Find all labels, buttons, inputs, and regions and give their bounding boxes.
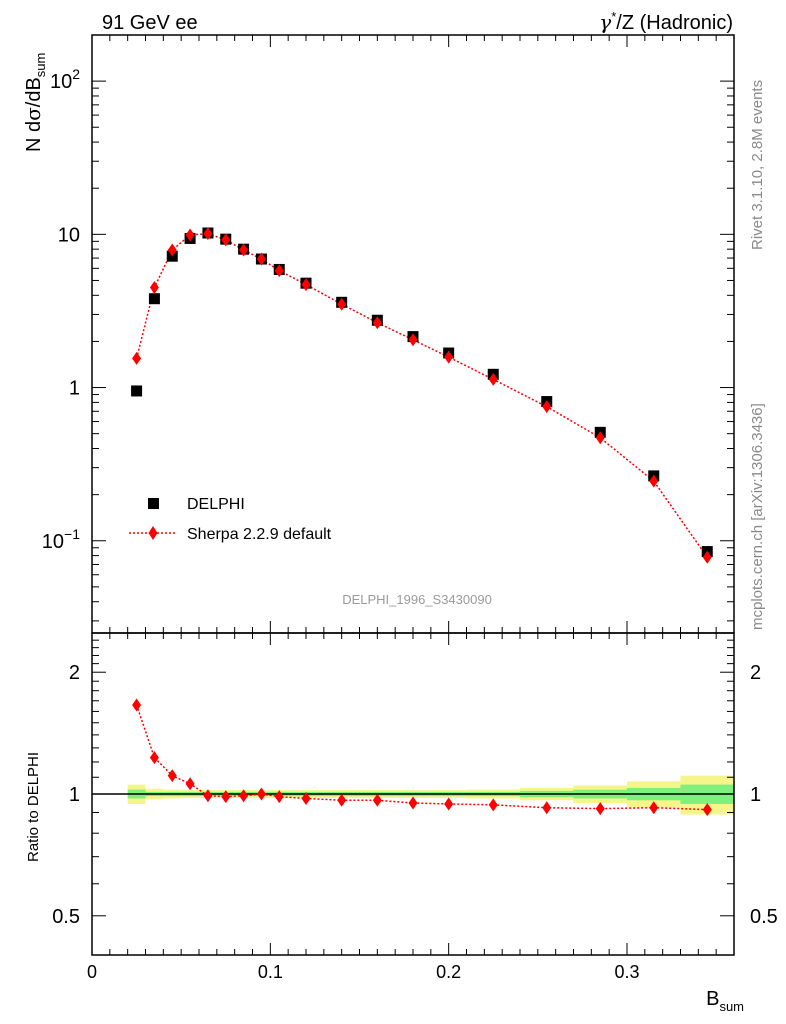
- mc-point: [167, 243, 177, 257]
- ratio-y-tick-label-right: 2: [750, 662, 761, 684]
- ratio-point: [256, 787, 266, 801]
- main-y-tick-label: 102: [50, 66, 80, 93]
- mc-point: [256, 252, 266, 266]
- data-point: [148, 293, 160, 305]
- mc-point: [149, 280, 159, 294]
- mc-point: [488, 372, 498, 386]
- mc-point: [595, 431, 605, 445]
- ratio-point: [274, 790, 284, 804]
- ratio-y-axis-label: Ratio to DELPHI: [25, 752, 42, 862]
- mc-point: [702, 550, 712, 564]
- mc-point: [408, 333, 418, 347]
- legend-mc-marker: [148, 526, 158, 540]
- ratio-y-tick-label: 1: [69, 784, 80, 806]
- legend-data-label: DELPHI: [187, 496, 245, 513]
- analysis-watermark: DELPHI_1996_S3430090: [342, 592, 492, 607]
- main-y-axis-label: N dσ/dBsum: [21, 53, 48, 152]
- mc-point: [221, 233, 231, 247]
- mc-point: [132, 351, 142, 365]
- ratio-y-tick-label-right: 0.5: [750, 906, 778, 928]
- mc-point: [337, 297, 347, 311]
- header-left: 91 GeV ee: [102, 12, 198, 34]
- ratio-point: [408, 796, 418, 810]
- ratio-point: [132, 698, 142, 712]
- ratio-point: [221, 790, 231, 804]
- x-tick-label: 0.2: [436, 962, 461, 982]
- mc-point: [239, 243, 249, 257]
- ratio-y-tick-label: 2: [69, 662, 80, 684]
- ratio-point: [239, 789, 249, 803]
- ratio-point: [444, 797, 454, 811]
- ratio-y-tick-label: 0.5: [52, 906, 80, 928]
- data-point: [131, 385, 143, 397]
- axes-layer: 0 0.1 0.2 0.3 10−1 1 10 102 0.5 0.5 1 1 2 2: [42, 34, 778, 982]
- x-tick-label: 0.1: [258, 962, 283, 982]
- ratio-point: [542, 801, 552, 815]
- mc-point: [301, 278, 311, 292]
- main-y-tick-label: 1: [69, 378, 80, 400]
- ratio-point: [488, 798, 498, 812]
- main-y-tick-label: 10: [58, 224, 80, 246]
- ratio-point: [702, 803, 712, 817]
- ratio-point: [649, 801, 659, 815]
- x-axis-label: Bsum: [706, 988, 744, 1014]
- main-panel-content: [131, 227, 713, 564]
- legend-data-marker: [148, 498, 159, 509]
- mc-point: [649, 474, 659, 488]
- ratio-point: [372, 793, 382, 807]
- ratio-point: [337, 793, 347, 807]
- x-tick-label: 0.3: [614, 962, 639, 982]
- mc-point: [372, 316, 382, 330]
- ratio-y-tick-label-right: 1: [750, 784, 761, 806]
- x-tick-label: 0: [87, 962, 97, 982]
- header-right: γ*/Z (Hadronic): [599, 9, 733, 34]
- mcplots-label: mcplots.cern.ch [arXiv:1306.3436]: [749, 403, 766, 630]
- mc-point: [274, 264, 284, 278]
- ratio-point: [149, 751, 159, 765]
- rivet-label: Rivet 3.1.10, 2.8M events: [749, 80, 766, 250]
- main-y-tick-label: 10−1: [42, 526, 80, 553]
- mc-point: [542, 400, 552, 414]
- ratio-point: [595, 802, 605, 816]
- ratio-point: [185, 777, 195, 791]
- mc-point: [185, 228, 195, 242]
- ratio-point: [203, 789, 213, 803]
- legend: DELPHI Sherpa 2.2.9 default: [129, 496, 332, 543]
- mc-point: [203, 227, 213, 241]
- ratio-panel-content: [132, 698, 712, 817]
- legend-mc-label: Sherpa 2.2.9 default: [187, 526, 332, 543]
- ratio-point: [301, 791, 311, 805]
- mc-point: [444, 350, 454, 364]
- ratio-point: [167, 769, 177, 783]
